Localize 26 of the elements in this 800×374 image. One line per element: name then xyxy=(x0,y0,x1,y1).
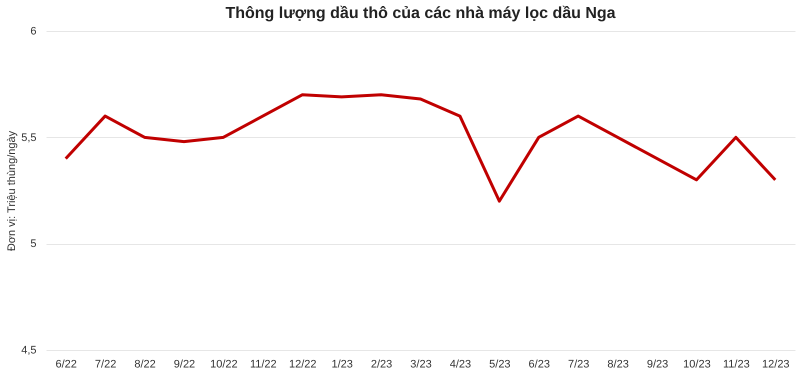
x-tick-label: 7/22 xyxy=(94,358,116,370)
x-tick-label: 4/23 xyxy=(450,358,472,370)
x-tick-label: 8/23 xyxy=(607,358,629,370)
x-tick-label: 1/23 xyxy=(331,358,353,370)
x-tick-label: 9/23 xyxy=(646,358,668,370)
x-tick-label: 6/22 xyxy=(56,358,77,370)
y-tick-label: 6 xyxy=(30,26,36,38)
x-tick-label: 9/22 xyxy=(174,358,196,370)
x-tick-label: 2/23 xyxy=(370,358,392,370)
y-tick-label: 4,5 xyxy=(21,344,36,356)
x-tick-label: 12/23 xyxy=(762,358,790,370)
y-tick-label: 5 xyxy=(30,238,36,250)
x-tick-label: 3/23 xyxy=(410,358,432,370)
x-tick-label: 11/23 xyxy=(723,358,750,370)
x-tick-label: 5/23 xyxy=(489,358,511,370)
x-tick-label: 10/23 xyxy=(683,358,711,370)
y-tick-label: 5,5 xyxy=(21,132,36,144)
x-tick-label: 6/23 xyxy=(528,358,550,370)
line-series xyxy=(64,93,777,203)
chart-title: Thông lượng dầu thô của các nhà máy lọc dầu Nga xyxy=(225,5,616,22)
x-tick-label: 12/22 xyxy=(288,358,316,370)
x-tick-label: 11/22 xyxy=(250,358,277,370)
x-tick-label: 10/22 xyxy=(210,358,238,370)
y-axis-title: Đơn vị: Triệu thùng/ngày xyxy=(6,130,18,252)
x-tick-label: 8/22 xyxy=(134,358,156,370)
x-tick-label: 7/23 xyxy=(568,358,590,370)
